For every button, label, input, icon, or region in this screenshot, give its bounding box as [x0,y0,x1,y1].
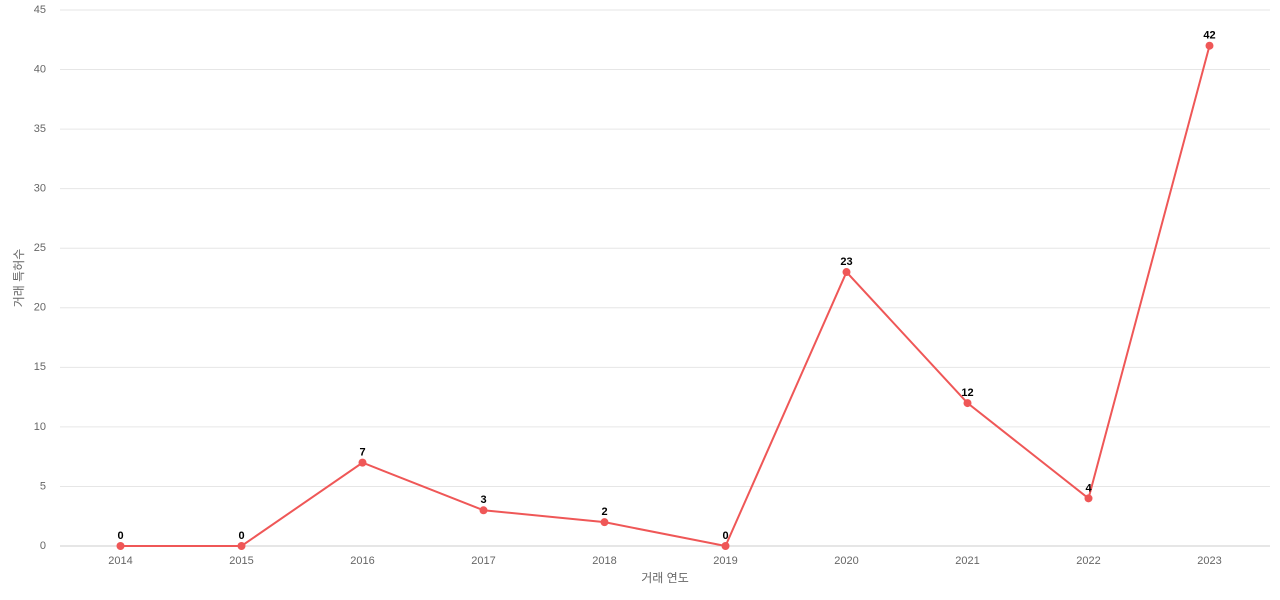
value-label: 0 [722,530,728,542]
x-tick-label: 2023 [1197,555,1221,567]
point [358,458,367,467]
x-tick-label: 2015 [229,555,253,567]
value-label: 0 [117,530,123,542]
value-label: 7 [359,447,365,459]
point [721,542,730,550]
y-tick-label: 25 [34,242,46,254]
x-tick-label: 2021 [955,555,979,567]
y-tick-label: 40 [34,63,46,75]
y-axis-label: 거래 특허수 [12,249,26,308]
value-label: 23 [840,256,852,268]
value-label: 2 [601,506,607,518]
point [116,542,125,550]
y-tick-label: 10 [34,421,46,433]
point [1205,41,1214,50]
value-label: 12 [961,387,973,399]
y-tick-label: 0 [40,540,46,552]
value-label: 4 [1085,482,1092,494]
x-tick-label: 2017 [471,555,495,567]
y-tick-label: 45 [34,4,46,16]
x-axis-label: 거래 연도 [641,571,689,585]
point [963,399,972,408]
y-tick-label: 15 [34,361,46,373]
point [842,268,851,277]
y-tick-label: 5 [40,480,46,492]
value-label: 0 [238,530,244,542]
x-tick-label: 2018 [592,555,616,567]
y-tick-label: 30 [34,183,46,195]
value-label: 42 [1203,30,1215,42]
x-tick-label: 2014 [108,555,132,567]
point [237,542,246,550]
line [120,45,1211,548]
point [600,518,609,527]
y-tick-label: 35 [34,123,46,135]
x-tick-label: 2016 [350,555,374,567]
x-tick-label: 2022 [1076,555,1100,567]
value-label: 3 [480,494,486,506]
point [479,506,488,515]
point [1084,494,1093,503]
y-tick-label: 20 [34,302,46,314]
x-tick-label: 2020 [834,555,858,567]
x-tick-label: 2019 [713,555,737,567]
